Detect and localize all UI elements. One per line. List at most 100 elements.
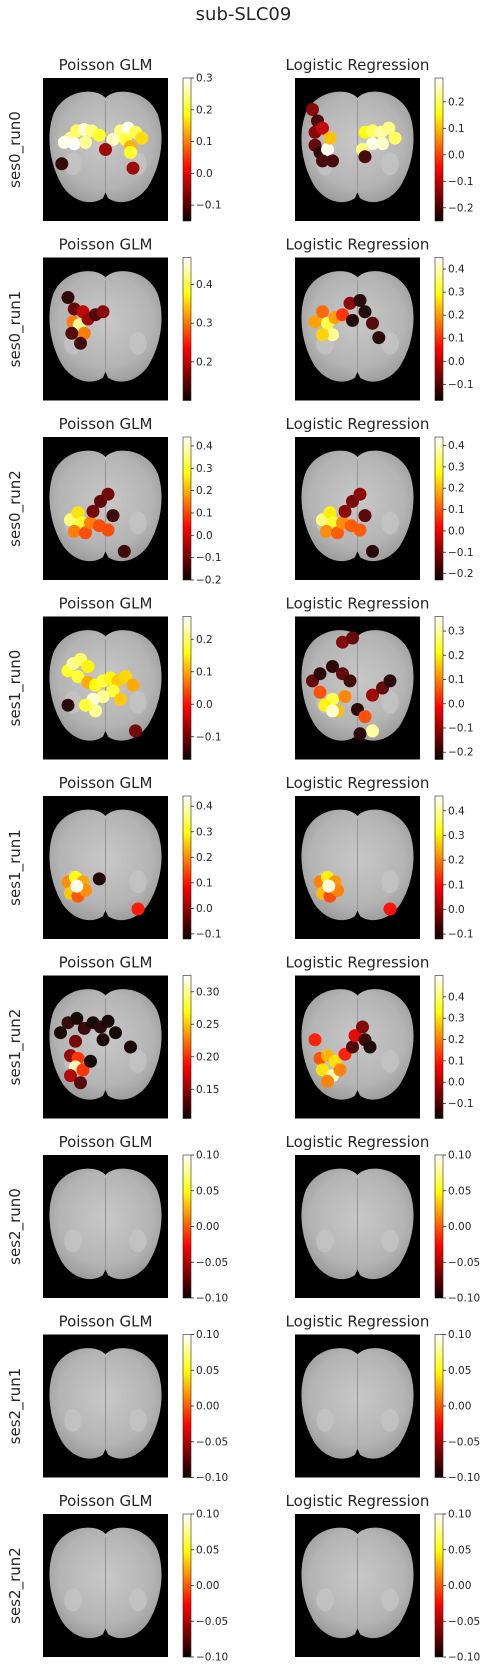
colorbar-tick-label: 0.0 <box>196 903 213 915</box>
brain-region <box>381 870 399 894</box>
colorbar-tick-label: 0.0 <box>196 699 213 711</box>
colorbar-tick-label: 0.3 <box>196 826 213 838</box>
colorbar-tick-label: 0.4 <box>448 440 465 452</box>
colorbar-tick-label: 0.1 <box>448 504 465 516</box>
activation-blob <box>372 331 386 345</box>
colorbar-tick-label: 0.1 <box>448 879 465 891</box>
colorbar-tick-label: 0.05 <box>196 1185 219 1197</box>
colorbar-tick-label: 0.10 <box>448 1509 471 1521</box>
brain-region <box>316 1229 334 1253</box>
brain-region <box>381 690 399 714</box>
activation-blob <box>353 727 367 741</box>
colorbar-tick-label: −0.05 <box>448 1616 480 1628</box>
panel: Poisson GLM 0.4 0.3 0.2 <box>43 236 213 401</box>
colorbar-tick-label: 0.2 <box>196 356 213 368</box>
colorbar-tick-label: 0.1 <box>196 666 213 678</box>
activation-blob <box>326 154 339 168</box>
panel: Poisson GLM 0.10 0.05 0.00 −0.05 −0.10 <box>43 1492 228 1664</box>
activation-blob <box>106 684 120 698</box>
activation-blob <box>343 674 357 688</box>
colorbar-tick-label: 0.1 <box>196 136 213 148</box>
panel-title: Logistic Regression <box>286 236 430 254</box>
colorbar-tick-label: −0.2 <box>448 202 474 214</box>
panel: Logistic Regression 0.4 0.3 0.2 0.1 0.0 −0.1 <box>286 236 474 401</box>
activation-blob <box>388 131 402 145</box>
panel-title: Logistic Regression <box>286 1492 430 1510</box>
colorbar-tick-label: 0.0 <box>196 168 213 180</box>
colorbar-tick-label: 0.0 <box>448 904 465 916</box>
activation-blob <box>76 1063 90 1077</box>
brain-region <box>316 1588 334 1612</box>
colorbar-tick-label: 0.0 <box>448 1077 465 1089</box>
colorbar-tick-label: 0.15 <box>196 1084 219 1096</box>
activation-blob <box>338 504 352 518</box>
activation-blob <box>366 137 379 151</box>
activation-blob <box>64 1069 77 1083</box>
panel-title: Poisson GLM <box>59 595 153 613</box>
activation-blob <box>96 690 110 704</box>
brain-region <box>64 1588 82 1612</box>
panel: Logistic Regression 0.2 0.1 0.0 −0.1 −0.2 <box>286 56 474 222</box>
colorbar-tick-label: 0.05 <box>448 1185 471 1197</box>
colorbar <box>182 616 192 760</box>
colorbar-tick-label: 0.0 <box>448 698 465 710</box>
colorbar <box>434 616 444 760</box>
colorbar-tick-label: 0.4 <box>448 264 465 276</box>
activation-blob <box>313 667 327 681</box>
colorbar-tick-label: 0.4 <box>448 805 465 817</box>
activation-blob <box>101 1014 115 1028</box>
colorbar-tick-label: −0.1 <box>448 176 474 188</box>
colorbar <box>182 975 192 1119</box>
activation-blob <box>70 879 84 893</box>
colorbar-tick-label: −0.05 <box>448 1257 480 1269</box>
activation-blob <box>79 698 92 712</box>
activation-blob <box>92 872 106 886</box>
activation-blob <box>79 526 92 540</box>
colorbar-tick-label: 0.2 <box>448 310 465 322</box>
activation-blob <box>74 336 87 350</box>
panel-title: Poisson GLM <box>59 236 153 254</box>
activation-blob <box>114 692 127 706</box>
colorbar-tick-label: 0.4 <box>196 801 213 813</box>
activation-blob <box>106 133 120 146</box>
activation-blob <box>101 523 115 537</box>
colorbar-tick-label: 0.05 <box>448 1544 471 1556</box>
activation-blob <box>126 161 140 175</box>
colorbar-tick-label: 0.3 <box>196 463 213 475</box>
activation-blob <box>316 154 329 168</box>
activation-blob <box>306 103 319 116</box>
colorbar-tick-label: −0.10 <box>196 1472 228 1484</box>
activation-blob <box>363 1040 377 1054</box>
colorbar-tick-label: 0.4 <box>448 991 465 1003</box>
colorbar-tick-label: 0.3 <box>448 287 465 299</box>
panel: Logistic Regression 0.10 0.05 0.00 −0.05 −0.1… <box>286 1313 481 1485</box>
activation-blob <box>331 526 344 540</box>
colorbar-tick-label: −0.1 <box>196 200 222 212</box>
activation-blob <box>99 143 112 156</box>
activation-blob <box>336 635 349 649</box>
colorbar-tick-label: −0.10 <box>196 1652 228 1664</box>
colorbar-tick-label: −0.05 <box>196 1616 228 1628</box>
activation-blob <box>67 137 81 151</box>
activation-blob <box>65 326 79 340</box>
colorbar-tick-label: 0.2 <box>448 650 465 662</box>
activation-blob <box>96 1033 110 1047</box>
brain-region <box>381 1229 399 1253</box>
colorbar-tick-label: 0.3 <box>448 626 465 638</box>
activation-blob <box>313 685 327 699</box>
colorbar-tick-label: −0.1 <box>448 379 474 391</box>
brain-region <box>381 331 399 355</box>
brain-region <box>64 1408 82 1432</box>
panel: Poisson GLM 0.30 0.25 0.20 0.15 <box>43 954 219 1119</box>
colorbar-tick-label: 0.2 <box>196 634 213 646</box>
colorbar-tick-label: 0.0 <box>448 149 465 161</box>
activation-blob <box>316 328 329 342</box>
colorbar-tick-label: 0.00 <box>196 1221 219 1233</box>
activation-blob <box>308 315 322 329</box>
brain-region <box>129 1408 147 1432</box>
activation-blob <box>70 1011 84 1025</box>
activation-blob <box>316 1063 329 1077</box>
colorbar-tick-label: −0.2 <box>448 568 474 580</box>
brain-region <box>129 511 147 535</box>
activation-blob <box>376 137 389 151</box>
